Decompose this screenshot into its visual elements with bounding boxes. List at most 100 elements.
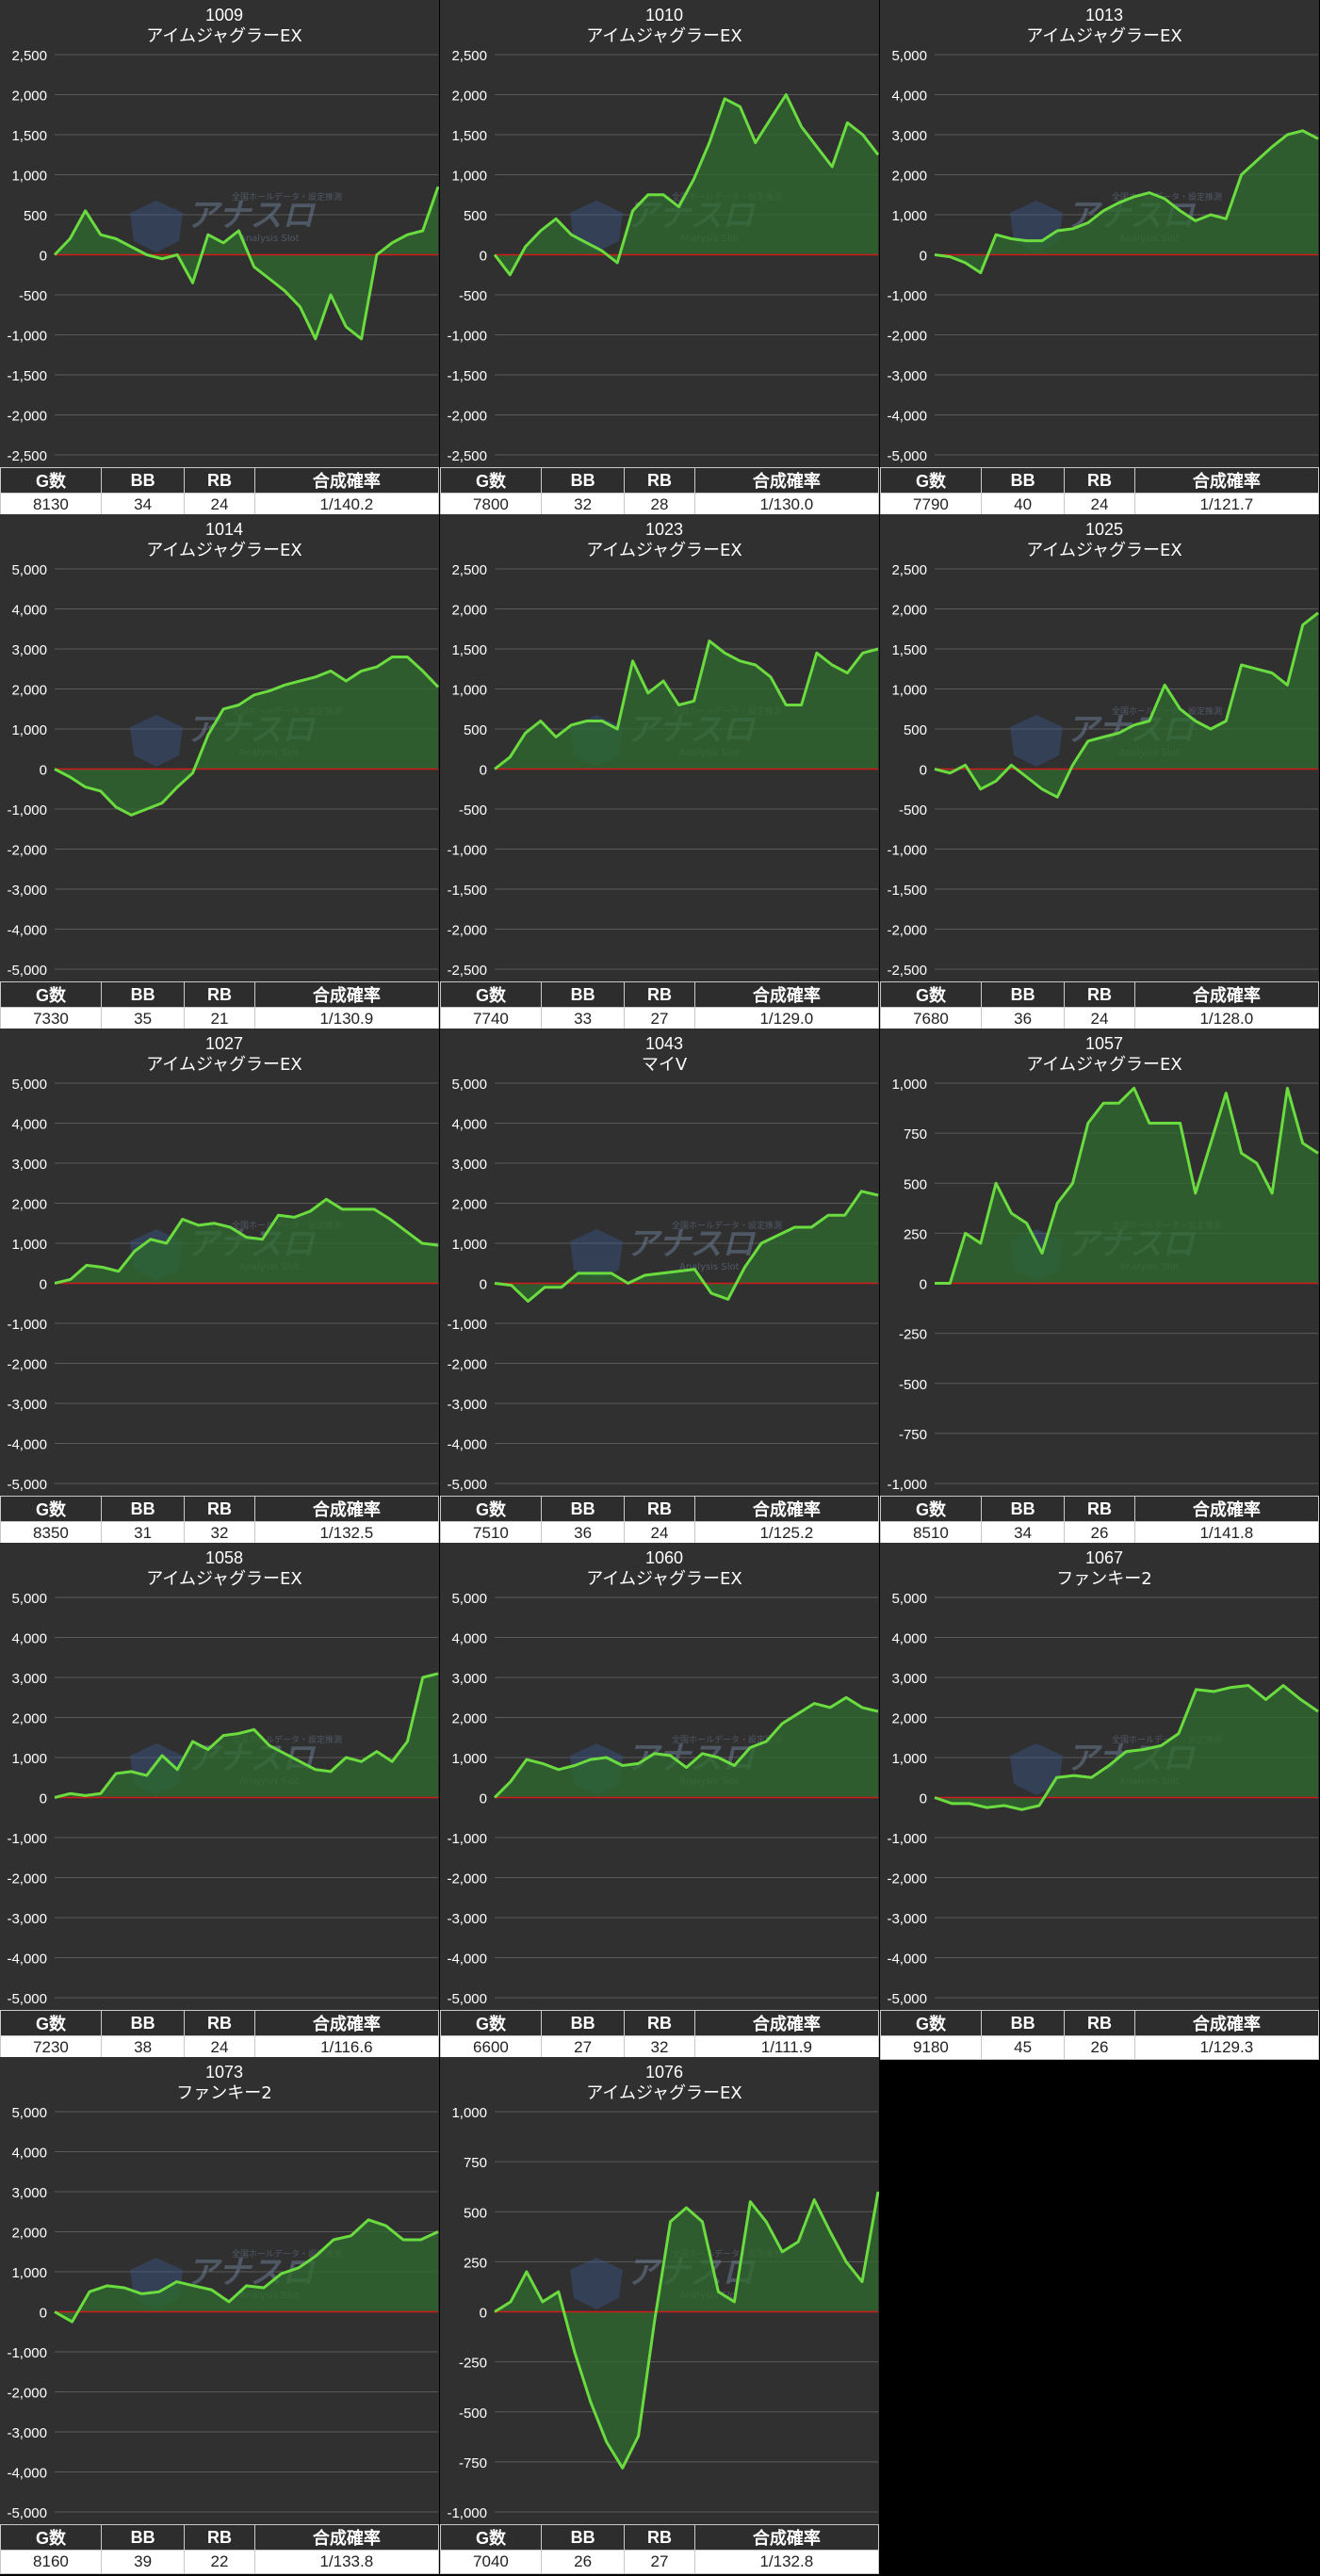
header-games: G数 — [880, 981, 982, 1008]
y-tick-label: 1,000 — [451, 169, 487, 185]
header-games: G数 — [440, 2010, 542, 2036]
y-tick-label: 4,000 — [11, 1117, 47, 1133]
watermark-sub: Analysis Slot — [239, 234, 300, 244]
y-tick-label: -3,000 — [7, 2425, 47, 2441]
chart-svg: 5,000 4,000 3,000 2,000 1,000 0 -1,000 -2,000 -3… — [440, 1543, 879, 2010]
stats-table: G数 BB RB 合成確率 7510 36 24 1/125.2 — [440, 1496, 880, 1546]
header-rate: 合成確率 — [1133, 981, 1320, 1008]
stat-rate: 1/116.6 — [253, 2035, 440, 2060]
y-tick-label: 2,000 — [11, 1197, 47, 1213]
y-tick-label: 0 — [920, 763, 927, 779]
header-bb: BB — [100, 981, 186, 1008]
y-tick-label: 5,000 — [451, 1077, 487, 1093]
stat-games: 9180 — [880, 2035, 982, 2060]
chart-subtitle: アイムジャグラーEX — [1026, 26, 1182, 46]
y-tick-label: 3,000 — [11, 1671, 47, 1687]
chart-svg: 5,000 4,000 3,000 2,000 1,000 0 -1,000 -2,000 -3… — [880, 1543, 1319, 2010]
y-tick-label: 1,000 — [11, 2265, 47, 2281]
chart-panel: 5,000 4,000 3,000 2,000 1,000 0 -1,000 -2,000 -3… — [0, 2057, 440, 2574]
y-tick-label: -1,000 — [447, 329, 487, 345]
y-tick-label: -250 — [899, 1327, 927, 1343]
header-rate: 合成確率 — [253, 2010, 440, 2036]
stat-rb: 27 — [624, 2550, 695, 2574]
y-tick-label: 1,500 — [451, 128, 487, 144]
y-tick-label: 2,500 — [451, 48, 487, 64]
chart-svg: 2,500 2,000 1,500 1,000 500 0 -500 -1,000 -1,500… — [880, 514, 1319, 981]
header-rate: 合成確率 — [1133, 467, 1320, 494]
y-tick-label: 500 — [464, 722, 487, 738]
stat-rate: 1/129.3 — [1133, 2035, 1320, 2060]
chart-svg: 2,500 2,000 1,500 1,000 500 0 -500 -1,000 -1,500… — [0, 0, 439, 467]
y-tick-label: -2,500 — [887, 963, 927, 979]
stat-rb: 24 — [184, 2035, 255, 2060]
y-tick-label: 0 — [920, 1791, 927, 1807]
y-tick-label: 0 — [40, 1791, 47, 1807]
y-tick-label: -1,000 — [887, 1831, 927, 1847]
stat-bb: 34 — [980, 1521, 1066, 1546]
stat-rate: 1/129.0 — [693, 1007, 880, 1031]
chart-panel: 2,500 2,000 1,500 1,000 500 0 -500 -1,000 -1,500… — [880, 514, 1320, 1031]
header-bb: BB — [980, 1496, 1066, 1522]
chart-title: 1014 — [205, 520, 243, 539]
y-tick-label: 1,500 — [891, 642, 927, 658]
chart-svg: 1,0007505002500-250-500-750-1,000アナスロAna… — [880, 1029, 1319, 1496]
header-games: G数 — [440, 2524, 542, 2551]
chart-panel: 1,0007505002500-250-500-750-1,000アナスロAna… — [880, 1029, 1320, 1546]
series-area — [935, 1088, 1318, 1284]
series-line — [54, 656, 439, 817]
y-tick-label: 3,000 — [11, 2185, 47, 2201]
y-tick-label: 1,000 — [451, 1751, 487, 1767]
y-tick-label: 2,000 — [891, 603, 927, 619]
header-bb: BB — [540, 2010, 626, 2036]
stat-games: 8160 — [0, 2550, 102, 2574]
y-tick-label: 3,000 — [451, 1157, 487, 1173]
chart-panel: 1,0007505002500-250-500-750-1,000アナスロAna… — [440, 2057, 880, 2574]
chart-svg: 2,500 2,000 1,500 1,000 500 0 -500 -1,000 -1,500… — [440, 0, 879, 467]
stats-table: G数 BB RB 合成確率 6600 27 32 1/111.9 — [440, 2010, 880, 2060]
stat-rate: 1/130.9 — [253, 1007, 440, 1031]
chart-subtitle: アイムジャグラーEX — [1026, 1055, 1182, 1075]
chart-subtitle: アイムジャグラーEX — [586, 1569, 742, 1589]
stat-rate: 1/111.9 — [693, 2035, 880, 2060]
y-tick-label: -2,000 — [7, 1357, 47, 1373]
stat-games: 8350 — [0, 1521, 102, 1546]
stat-games: 8130 — [0, 493, 102, 517]
stat-rb: 24 — [184, 493, 255, 517]
chart-panel: 5,000 4,000 3,000 2,000 1,000 0 -1,000 -2,000 -3… — [440, 1029, 880, 1546]
chart-subtitle: アイムジャグラーEX — [146, 1055, 302, 1075]
chart-subtitle: アイムジャグラーEX — [146, 26, 302, 46]
y-tick-label: -2,000 — [7, 409, 47, 425]
y-tick-label: 3,000 — [11, 1157, 47, 1173]
y-tick-label: 2,500 — [11, 48, 47, 64]
stat-games: 6600 — [440, 2035, 542, 2060]
y-tick-label: -500 — [19, 288, 47, 304]
y-tick-label: -1,000 — [7, 2345, 47, 2361]
stat-games: 7230 — [0, 2035, 102, 2060]
watermark-emblem-icon — [1010, 1743, 1063, 1795]
y-tick-label: -4,000 — [7, 2466, 47, 2482]
stat-rb: 27 — [624, 1007, 695, 1031]
series-line — [935, 1086, 1319, 1285]
series-line — [494, 640, 879, 770]
y-tick-label: 500 — [904, 722, 927, 738]
y-tick-label: 500 — [904, 1176, 927, 1192]
chart-title: 1027 — [205, 1034, 243, 1053]
y-tick-label: 2,000 — [451, 89, 487, 105]
y-tick-label: 5,000 — [891, 1591, 927, 1607]
y-tick-label: 0 — [40, 249, 47, 265]
y-tick-label: -1,000 — [7, 802, 47, 818]
y-tick-label: 2,000 — [11, 89, 47, 105]
chart-subtitle: アイムジャグラーEX — [1026, 541, 1182, 560]
y-tick-label: 1,000 — [11, 1237, 47, 1253]
series-area — [495, 1697, 878, 1798]
stat-games: 7800 — [440, 493, 542, 517]
y-tick-label: 2,000 — [11, 683, 47, 699]
header-games: G数 — [440, 1496, 542, 1522]
header-rb: RB — [624, 467, 695, 494]
y-tick-label: -4,000 — [447, 1437, 487, 1453]
y-tick-label: 5,000 — [451, 1591, 487, 1607]
y-tick-label: -2,500 — [447, 448, 487, 464]
